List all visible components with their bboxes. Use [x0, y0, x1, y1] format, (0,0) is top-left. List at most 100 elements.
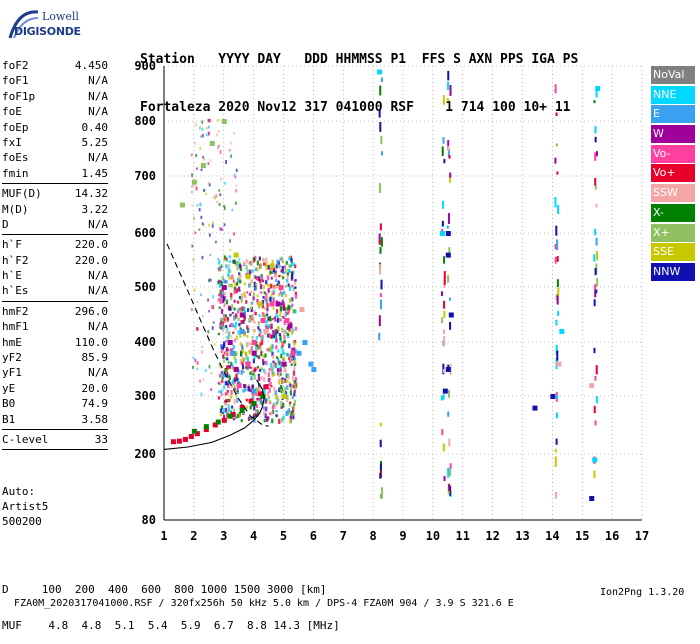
x-tick-label: 16 — [605, 529, 619, 543]
data-point-ssw — [556, 361, 562, 367]
echo-texture — [225, 399, 228, 403]
echo-texture — [207, 162, 210, 165]
echo-texture — [253, 375, 256, 380]
echo-texture — [199, 126, 201, 130]
echo-texture — [259, 286, 263, 290]
echo-texture — [260, 350, 263, 354]
data-point-nnw — [589, 496, 595, 501]
interference-mark — [594, 152, 597, 161]
echo-texture — [280, 400, 283, 406]
echo-texture — [217, 145, 220, 150]
echo-texture — [221, 322, 225, 326]
legend-item-e: E — [651, 105, 695, 124]
echo-texture — [207, 330, 210, 334]
echo-texture — [221, 350, 224, 355]
data-point-vominus — [290, 350, 296, 356]
param-row: yE 20.0 — [2, 381, 108, 396]
echo-texture — [230, 361, 233, 367]
data-point-nne — [592, 457, 598, 463]
echo-texture — [228, 149, 231, 152]
param-row: h`F 220.0 — [2, 237, 108, 252]
echo-texture — [267, 416, 270, 421]
echo-texture — [260, 339, 264, 345]
echo-texture — [271, 289, 274, 294]
echo-texture — [262, 258, 265, 263]
data-point-xplus — [191, 179, 197, 185]
echo-texture — [288, 343, 291, 349]
echo-texture — [288, 355, 292, 359]
echo-texture — [276, 372, 280, 376]
echo-texture — [260, 276, 264, 280]
echo-texture — [292, 309, 295, 314]
echo-texture — [268, 315, 272, 320]
echo-texture — [229, 313, 232, 317]
echo-texture — [223, 326, 226, 330]
echo-texture — [281, 340, 285, 346]
data-point-w — [221, 285, 227, 290]
echo-texture — [256, 260, 259, 266]
echo-texture — [217, 258, 220, 261]
interference-mark — [556, 171, 559, 175]
echo-texture — [191, 244, 194, 248]
echo-texture — [201, 315, 204, 318]
echo-texture — [208, 183, 211, 187]
interference-mark — [449, 84, 452, 96]
interference-mark — [596, 251, 599, 261]
echo-texture — [267, 333, 270, 338]
echo-texture — [274, 270, 277, 274]
echo-texture — [289, 383, 292, 387]
param-row: C-level 33 — [2, 432, 108, 447]
param-name: yE — [2, 381, 16, 395]
echo-texture — [245, 405, 248, 409]
echo-texture — [275, 312, 278, 317]
echo-texture — [223, 278, 226, 284]
echo-texture — [244, 295, 247, 299]
interference-mark — [379, 122, 382, 132]
echo-texture — [286, 279, 289, 283]
header-labels: Station YYYY DAY DDD HHMMSS P1 FFS S AXN… — [140, 52, 579, 67]
interference-mark — [449, 469, 452, 477]
echo-texture — [232, 344, 235, 349]
echo-texture — [253, 329, 256, 333]
data-point-xminus — [203, 424, 209, 430]
echo-texture — [212, 305, 215, 310]
echo-texture — [292, 370, 296, 376]
echo-texture — [226, 348, 229, 352]
param-name: foF1p — [2, 89, 36, 103]
echo-texture — [287, 374, 290, 380]
echo-texture — [237, 286, 241, 292]
param-value: N/A — [88, 320, 108, 334]
echo-texture — [239, 333, 242, 338]
echo-texture — [204, 368, 207, 373]
param-name: fmin — [2, 166, 29, 180]
echo-texture — [286, 332, 289, 336]
echo-texture — [256, 299, 259, 302]
interference-mark — [554, 448, 557, 453]
interference-mark — [378, 315, 381, 327]
data-point-voplus — [263, 384, 269, 390]
echo-texture — [272, 402, 275, 408]
echo-texture — [273, 286, 276, 290]
echo-texture — [259, 283, 263, 288]
ionogram-plot: 1 2 3 4 5 6 7 8 9 10 11 12 13 14 15 16 17802003004005006… — [134, 59, 649, 543]
echo-texture — [289, 390, 293, 396]
echo-texture — [219, 408, 223, 413]
data-point-voplus — [230, 411, 236, 417]
echo-texture — [224, 402, 227, 406]
echo-texture — [265, 398, 269, 402]
param-name: hmF2 — [2, 304, 29, 318]
echo-texture — [239, 268, 242, 272]
echo-texture — [260, 352, 263, 357]
echo-texture — [236, 260, 239, 266]
echo-texture — [193, 288, 196, 292]
interference-mark — [441, 146, 444, 156]
echo-texture — [245, 265, 248, 270]
data-point-sse — [257, 301, 263, 307]
echo-texture — [288, 401, 292, 407]
echo-texture — [223, 258, 226, 262]
echo-texture — [280, 417, 283, 423]
echo-texture — [285, 410, 289, 416]
echo-texture — [250, 301, 253, 305]
echo-texture — [289, 255, 292, 260]
echo-texture — [236, 388, 239, 393]
